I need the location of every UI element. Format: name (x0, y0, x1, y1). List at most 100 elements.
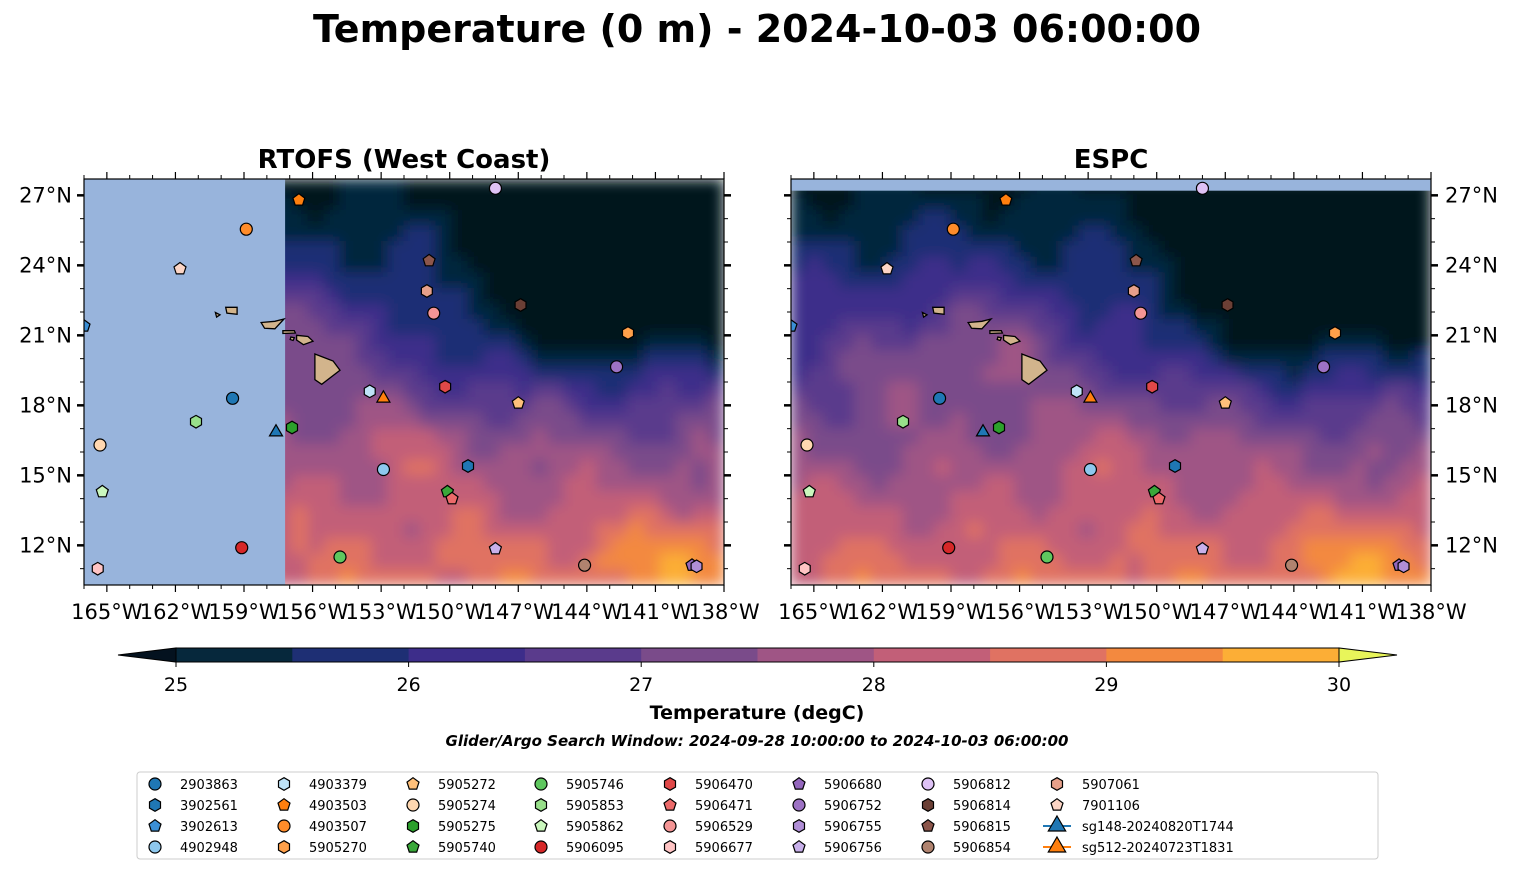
colorbar-extend-high (1338, 647, 1398, 663)
panel-title-espc: ESPC (1074, 145, 1149, 175)
legend-item: 5905740 (406, 839, 496, 856)
float-marker-sg512-20240723T1831 (375, 389, 391, 403)
legend-item: 4903503 (277, 797, 367, 814)
float-marker-3902613 (791, 318, 798, 332)
legend-item: 5905746 (534, 777, 624, 793)
legend-item: 4902948 (148, 840, 238, 856)
legend-item: sg512-20240723T1831 (1043, 835, 1234, 856)
legend-marker (921, 798, 935, 812)
legend-item: 4903507 (277, 819, 367, 835)
float-marker-5905746 (333, 550, 347, 564)
legend-marker (663, 797, 677, 811)
colorbar-segment (990, 648, 1107, 662)
float-marker-4903379 (363, 384, 376, 399)
legend-marker (148, 840, 162, 854)
float-marker-4903507 (239, 222, 253, 236)
legend-item: 5905853 (534, 798, 624, 814)
float-marker-3902561 (461, 459, 475, 473)
island (1002, 334, 1022, 346)
colorbar-segment (757, 648, 875, 662)
colorbar-segment (1106, 648, 1224, 662)
legend-marker (792, 798, 806, 812)
island (314, 353, 341, 386)
legend-marker (792, 819, 806, 833)
x-tick-label: 156°W (984, 600, 1056, 624)
legend-label: 5906752 (824, 799, 882, 814)
y-tick-label: 21°N (19, 323, 72, 347)
colorbar-extend-low (117, 647, 177, 663)
float-marker-2903863 (932, 391, 947, 405)
float-marker-4903507 (946, 222, 960, 236)
legend-marker (277, 777, 291, 791)
panel-title-rtofs: RTOFS (West Coast) (258, 145, 551, 175)
legend-item: 5906756 (792, 839, 882, 856)
legend-marker (534, 798, 548, 812)
legend-item: 5905270 (277, 840, 367, 856)
legend-label: 5905746 (566, 778, 624, 793)
legend-item: 5906529 (663, 819, 753, 835)
island (1021, 353, 1048, 386)
legend-label: 5906815 (953, 820, 1011, 835)
float-marker-5905274 (800, 438, 814, 452)
float-marker-5906756 (1195, 541, 1210, 555)
float-marker-5906854 (1284, 558, 1299, 572)
y-tick-label: 12°N (1445, 533, 1498, 557)
island (967, 317, 993, 330)
float-marker-5906854 (577, 558, 592, 572)
legend-marker (921, 818, 935, 832)
no-data-region (791, 179, 1431, 191)
legend-item: 5906470 (663, 777, 753, 793)
colorbar-tick-label: 30 (1327, 674, 1351, 696)
legend-marker (406, 798, 420, 812)
legend-marker (1050, 797, 1064, 811)
legend-item: 3902613 (148, 818, 238, 835)
float-marker-5906095 (942, 541, 956, 555)
legend-item: 5906752 (792, 798, 882, 814)
float-marker-7901106 (173, 261, 187, 275)
y-tick-label: 15°N (1445, 463, 1498, 487)
y-tick-label: 12°N (19, 533, 72, 557)
legend-label: 5906755 (824, 820, 882, 835)
island (996, 336, 1003, 342)
legend-item: 5905862 (534, 818, 624, 835)
x-tick-label: 165°W (71, 600, 143, 624)
legend-box (136, 771, 1379, 860)
colorbar: 25 26 27 28 29 30 (117, 647, 1398, 696)
float-marker-5905270 (1328, 326, 1342, 340)
island (931, 306, 945, 316)
float-marker-3902613 (84, 318, 91, 332)
float-marker-sg148-20240820T1744 (975, 423, 991, 437)
legend-marker (663, 819, 677, 833)
float-marker-5905746 (1040, 550, 1054, 564)
float-marker-4902948 (376, 462, 391, 477)
legend-marker (663, 777, 677, 791)
x-tick-label: 138°W (1395, 600, 1467, 624)
legend-item: 5906814 (921, 798, 1011, 814)
float-marker-5905272 (511, 395, 526, 409)
legend-label: 5905272 (438, 778, 496, 793)
float-marker-5906529 (1134, 306, 1148, 320)
legend-marker (1047, 835, 1067, 853)
island (989, 330, 1004, 335)
legend-label: sg512-20240723T1831 (1082, 841, 1234, 856)
x-tick-label: 162°W (140, 600, 212, 624)
x-tick-label: 156°W (277, 600, 349, 624)
colorbar-tick-label: 27 (629, 674, 653, 696)
legend-label: sg148-20240820T1744 (1082, 820, 1234, 835)
island (214, 311, 222, 319)
colorbar-segment (1222, 648, 1340, 662)
float-marker-5906470 (439, 379, 452, 394)
legend-label: 5905740 (438, 841, 496, 856)
legend-marker (663, 840, 677, 854)
float-marker-5906677 (798, 561, 811, 576)
legend-marker (534, 777, 548, 791)
float-marker-5906677 (91, 561, 104, 576)
x-tick-label: 144°W (1258, 600, 1330, 624)
x-tick-label: 138°W (688, 600, 760, 624)
legend-item: sg148-20240820T1744 (1043, 814, 1234, 835)
legend-marker (792, 776, 806, 790)
float-marker-5906471 (445, 491, 459, 505)
float-marker-5907061 (420, 284, 433, 298)
x-tick-label: 165°W (778, 600, 850, 624)
